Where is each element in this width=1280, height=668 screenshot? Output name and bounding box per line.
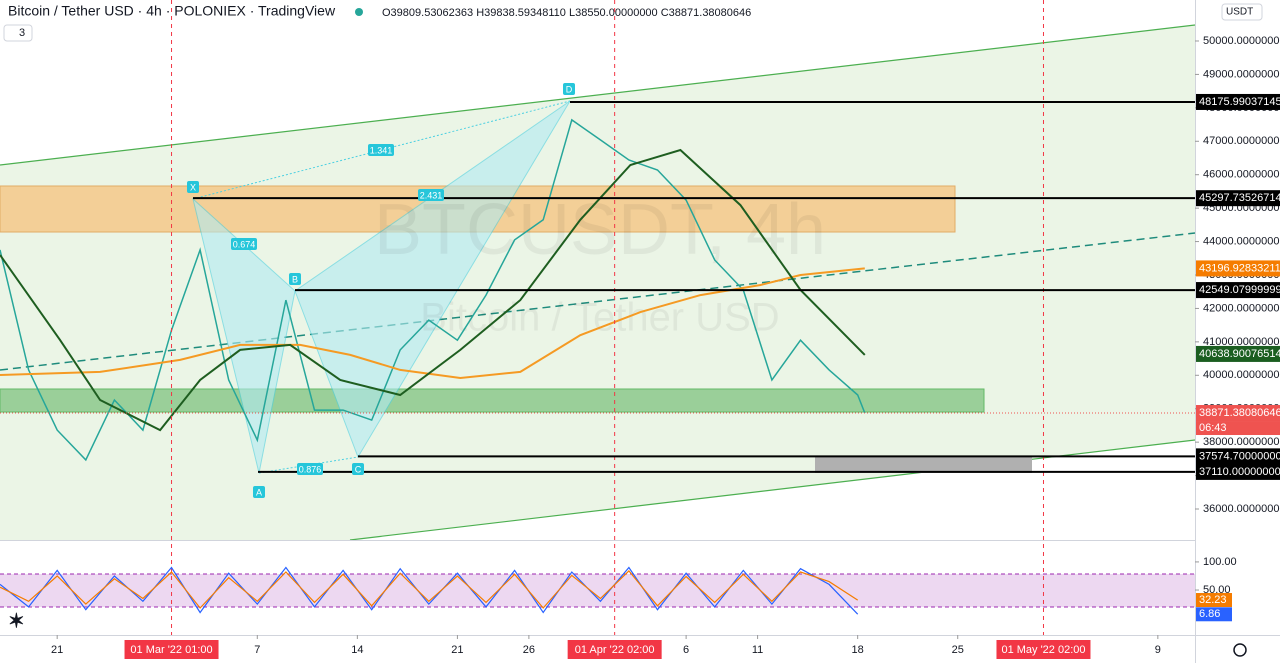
pattern-point-box <box>563 83 575 95</box>
pattern-xd <box>192 100 571 200</box>
channel-upper <box>0 24 1196 166</box>
pattern-ac <box>258 456 359 474</box>
price-tag-label: 48175.99037145 <box>1199 96 1280 108</box>
price-tag-label: 37574.70000000 <box>1199 450 1280 462</box>
x-tick-label: 26 <box>523 644 535 656</box>
date-marker-box <box>567 640 662 659</box>
y-tick-label: 42000.00000000 <box>1203 302 1280 314</box>
stoch-line <box>0 570 859 609</box>
y-tick-label: 50000.00000000 <box>1203 35 1280 47</box>
ohlc-values: O39809.53062363 H39838.59348110 L38550.0… <box>382 7 751 19</box>
ratio-label: 0.876 <box>299 464 322 474</box>
osc-tick-label: 100.00 <box>1203 556 1237 568</box>
price-tag <box>1196 190 1280 207</box>
y-tick-label: 44000.00000000 <box>1203 235 1280 247</box>
channel-mid <box>0 232 1196 371</box>
moving-average <box>0 148 866 432</box>
price-tag <box>1196 345 1280 362</box>
x-tick-label: 14 <box>351 644 363 656</box>
ratio-label: 0.674 <box>233 239 256 249</box>
x-tick-label: 7 <box>254 644 260 656</box>
date-marker-box <box>124 640 219 659</box>
countdown-box <box>1196 421 1280 436</box>
stoch-line <box>0 566 859 615</box>
y-tick-label: 49000.00000000 <box>1203 68 1280 80</box>
x-tick-label: 18 <box>852 644 864 656</box>
x-tick-label: 01 May '22 02:00 <box>1001 644 1085 656</box>
price-tag <box>1196 260 1280 277</box>
target-zone <box>815 457 1032 473</box>
price-tag <box>1196 463 1280 480</box>
main-pane: BTCUSDT, 4h Bitcoin / Tether USD <box>0 24 1196 541</box>
pattern-point-box <box>352 463 364 475</box>
x-tick-label: 11 <box>752 644 763 656</box>
x-tick-label: 6 <box>683 644 689 656</box>
ratio-box <box>297 463 323 475</box>
y-tick-label: 46000.00000000 <box>1203 169 1280 181</box>
indicator-count[interactable]: 3 <box>19 27 25 39</box>
pattern-point: C <box>355 464 362 474</box>
x-tick-label: 25 <box>952 644 964 656</box>
x-tick-label: 01 Mar '22 01:00 <box>130 644 212 656</box>
y-tick-label: 36000.00000000 <box>1203 503 1280 515</box>
pattern-point-box <box>253 486 265 498</box>
ratio-box <box>418 189 444 201</box>
ratio-label: 2.431 <box>420 190 443 200</box>
watermark-name: Bitcoin / Tether USD <box>420 296 779 340</box>
y-tick-label: 41000.00000000 <box>1203 336 1280 348</box>
price-tag-label: 40638.90076514 <box>1199 348 1280 360</box>
watermark-symbol: BTCUSDT, 4h <box>374 190 826 270</box>
price-tag <box>1196 93 1280 110</box>
osc-tick-label: 50.00 <box>1203 584 1231 596</box>
pattern-point-box <box>289 273 301 285</box>
moving-average <box>0 267 865 380</box>
ratio-label: 1.341 <box>370 145 393 155</box>
currency-label[interactable]: USDT <box>1226 7 1253 18</box>
x-tick-label: 9 <box>1155 644 1161 656</box>
pattern-point: B <box>292 274 298 284</box>
settings-button[interactable] <box>1233 643 1247 657</box>
ratio-box <box>231 238 257 250</box>
ratio-box <box>368 144 394 156</box>
price-tag-label: 42549.07999999 <box>1199 284 1280 296</box>
osc-band <box>0 574 1195 607</box>
osc-tag <box>1196 593 1232 608</box>
pattern-point: A <box>256 487 262 497</box>
price-tag <box>1196 405 1280 422</box>
osc-tag <box>1196 607 1232 622</box>
price-tag <box>1196 282 1280 299</box>
x-tick-label: 21 <box>451 644 463 656</box>
price-tag-label: 38871.38080646 <box>1199 407 1280 419</box>
y-tick-label: 47000.00000000 <box>1203 135 1280 147</box>
countdown: 06:43 <box>1199 422 1227 434</box>
indicators-toggle[interactable] <box>3 24 33 42</box>
price-tag-label: 37110.00000000 <box>1199 466 1280 478</box>
support-zone <box>0 388 985 413</box>
y-tick-label: 38000.00000000 <box>1203 436 1280 448</box>
price-tag-label: 43196.92833211 <box>1199 262 1280 274</box>
x-tick-label: 01 Apr '22 02:00 <box>575 644 655 656</box>
status-dot <box>355 8 363 16</box>
pattern-point: D <box>566 84 573 94</box>
pattern-point-box <box>187 181 199 193</box>
date-marker-box <box>996 640 1091 659</box>
y-tick-label: 40000.00000000 <box>1203 369 1280 381</box>
price-tag <box>1196 448 1280 465</box>
pattern-point: X <box>190 182 196 192</box>
price-tag-label: 45297.73526714 <box>1199 192 1280 204</box>
x-tick-label: 21 <box>51 644 63 656</box>
tv-logo[interactable]: ✶ <box>8 610 25 632</box>
osc-tag-label: 6.86 <box>1199 608 1220 620</box>
currency-select[interactable] <box>1221 3 1263 21</box>
osc-tag-label: 32.23 <box>1199 594 1227 606</box>
